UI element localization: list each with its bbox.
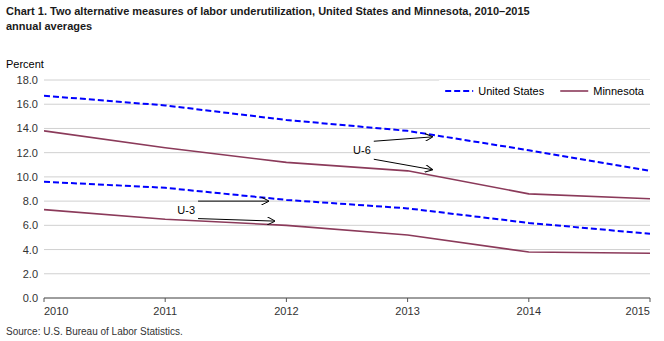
x-tick-label: 2014 — [517, 305, 541, 317]
y-grid — [44, 80, 650, 298]
annotations: U-6 U-3 — [177, 137, 432, 221]
x-tick — [286, 298, 287, 302]
x-tick-label: 2012 — [274, 305, 298, 317]
series-line — [44, 96, 650, 171]
annotation-text: U-6 — [353, 144, 371, 156]
x-tick-label: 2011 — [153, 305, 177, 317]
y-tick-label: 14.0 — [17, 122, 38, 134]
y-tick-label: 18.0 — [17, 74, 38, 86]
annotation-arrow — [198, 201, 268, 202]
annotation-arrow — [198, 219, 274, 222]
x-tick — [44, 298, 45, 302]
x-tick — [407, 298, 408, 302]
grid-line — [44, 128, 650, 129]
y-tick-label: 2.0 — [23, 268, 38, 280]
legend-handle — [445, 90, 473, 92]
x-tick — [528, 298, 529, 302]
x-tick-label: 2013 — [395, 305, 419, 317]
y-tick-label: 6.0 — [23, 219, 38, 231]
annotation-arrow — [374, 137, 432, 141]
legend-background — [439, 80, 650, 102]
x-axis-line — [44, 298, 650, 299]
source: Source: U.S. Bureau of Labor Statistics. — [6, 326, 183, 337]
y-tick-label: 10.0 — [17, 171, 38, 183]
series-line — [44, 210, 650, 254]
lines — [44, 96, 650, 253]
legend-label: Minnesota — [593, 85, 645, 97]
title: Chart 1. Two alternative measures of lab… — [6, 5, 530, 17]
grid-line — [44, 201, 650, 202]
legend-label: United States — [478, 85, 545, 97]
grid-line — [44, 273, 650, 274]
y-tick-label: 0.0 — [23, 292, 38, 304]
y-tick-label: 8.0 — [23, 195, 38, 207]
grid-line — [44, 152, 650, 153]
series-line — [44, 182, 650, 234]
annotation-arrow — [374, 159, 432, 169]
grid-line — [44, 249, 650, 250]
x-tick — [650, 298, 651, 302]
grid-line — [44, 298, 650, 299]
legend-handle — [560, 90, 588, 92]
chart: Chart 1. Two alternative measures of lab… — [0, 0, 664, 341]
x-tick — [165, 298, 166, 302]
legend: United States Minnesota — [439, 80, 650, 102]
grid-line — [44, 176, 650, 177]
y-tick-label: 16.0 — [17, 98, 38, 110]
y-axis-label: Percent — [6, 58, 44, 70]
subtitle: annual averages — [6, 20, 92, 32]
x-tick-label: 2015 — [626, 305, 650, 317]
y-tick-label: 12.0 — [17, 147, 38, 159]
x-tick-label: 2010 — [44, 305, 68, 317]
series-line — [44, 131, 650, 199]
y-tick-label: 4.0 — [23, 244, 38, 256]
annotation-text: U-3 — [177, 204, 195, 216]
